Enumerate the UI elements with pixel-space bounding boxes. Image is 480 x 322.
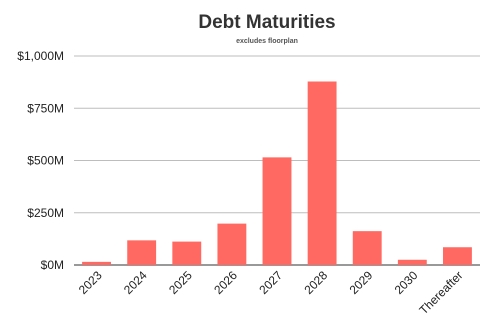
chart-title: Debt Maturities: [198, 12, 335, 33]
y-tick-label: $250M: [27, 206, 64, 220]
x-tick-label: 2027: [256, 268, 285, 297]
bar-2026: [217, 223, 247, 265]
x-tick-label: 2028: [301, 268, 330, 297]
x-tick-label: 2026: [211, 268, 240, 297]
x-tick-label: 2023: [76, 268, 105, 297]
y-tick-label: $750M: [27, 101, 64, 115]
y-tick-label: $0M: [41, 258, 64, 272]
x-tick-label: 2025: [166, 268, 195, 297]
bar-2023: [82, 261, 111, 265]
bar-2025: [172, 241, 202, 265]
x-tick-label: Thereafter: [417, 268, 466, 317]
y-axis-tick-labels: $0M $250M $500M $750M $1,000M: [17, 49, 64, 272]
y-tick-label: $500M: [27, 154, 64, 168]
y-tick-label: $1,000M: [17, 49, 64, 63]
chart-subtitle: excludes floorplan: [236, 38, 298, 45]
bar-thereafter: [443, 247, 472, 265]
bars: [82, 81, 472, 265]
bar-2030: [397, 259, 427, 265]
bar-2028: [307, 81, 337, 265]
x-axis-tick-labels: 2023 2024 2025 2026 2027 2028 2029 2030Thereaft…: [76, 268, 466, 317]
bar-2029: [352, 231, 382, 265]
bar-2027: [262, 157, 292, 265]
x-tick-label: 2030: [392, 268, 421, 297]
x-tick-label: 2029: [347, 268, 376, 297]
x-tick-label: 2024: [121, 268, 150, 297]
bar-2024: [127, 240, 157, 265]
